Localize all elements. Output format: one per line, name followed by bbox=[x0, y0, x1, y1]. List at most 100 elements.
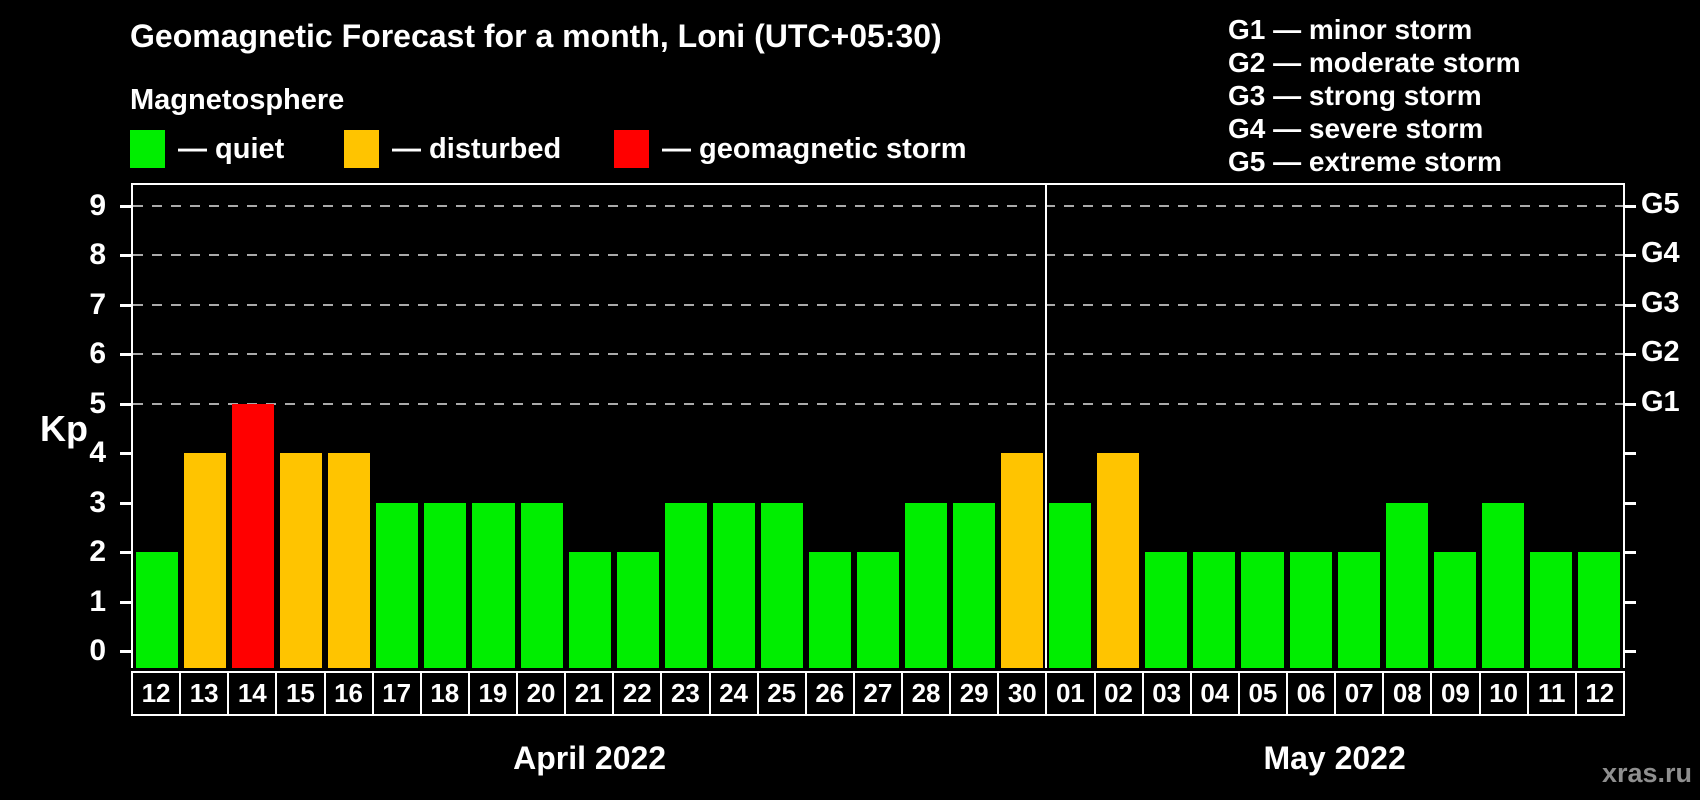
kp-bar bbox=[1385, 502, 1428, 668]
month-separator bbox=[1045, 185, 1048, 668]
kp-bar bbox=[1001, 453, 1044, 668]
date-cell: 12 bbox=[1585, 678, 1615, 708]
date-cell: 19 bbox=[470, 673, 518, 714]
left-tick bbox=[120, 204, 131, 208]
kp-bar bbox=[1529, 552, 1572, 668]
right-tick bbox=[1625, 303, 1636, 307]
date-cell: 27 bbox=[855, 673, 903, 714]
legend-label: — geomagnetic storm bbox=[662, 133, 967, 165]
date-cell: 20 bbox=[518, 673, 567, 714]
y-tick-label: 0 bbox=[89, 634, 106, 667]
y-tick-label: 5 bbox=[89, 386, 106, 420]
g-legend-line: G2 — moderate storm bbox=[1228, 47, 1521, 78]
quiet-swatch-icon bbox=[130, 130, 165, 168]
month-label-april: April 2022 bbox=[513, 740, 667, 776]
date-cell: 22 bbox=[614, 673, 663, 714]
y-tick-label: 9 bbox=[89, 188, 106, 222]
right-tick bbox=[1625, 501, 1636, 505]
date-cell: 15 bbox=[277, 673, 326, 714]
left-tick bbox=[120, 501, 131, 505]
date-cell: 29 bbox=[951, 673, 1000, 714]
gridline-kp5 bbox=[133, 402, 1623, 405]
left-tick bbox=[120, 303, 131, 307]
y-tick-label: 1 bbox=[89, 584, 106, 618]
kp-bar bbox=[1049, 502, 1092, 668]
date-cell: 26 bbox=[807, 673, 855, 714]
date-cell: 23 bbox=[662, 673, 711, 714]
g-legend-line: G3 — strong storm bbox=[1228, 80, 1482, 111]
left-tick bbox=[120, 353, 131, 356]
disturbed-swatch-icon bbox=[344, 130, 379, 168]
date-cell: 04 bbox=[1192, 673, 1240, 714]
left-tick bbox=[120, 600, 131, 604]
right-tick bbox=[1625, 650, 1636, 653]
kp-bar bbox=[232, 403, 275, 668]
y-tick-label: 8 bbox=[89, 238, 106, 271]
gridline-kp6 bbox=[133, 353, 1623, 355]
date-cell: 03 bbox=[1144, 673, 1192, 714]
y-tick-label: 2 bbox=[89, 535, 106, 568]
right-tick bbox=[1625, 353, 1636, 356]
left-tick bbox=[120, 402, 131, 406]
right-tick bbox=[1625, 204, 1636, 208]
month-label-may: May 2022 bbox=[1263, 740, 1406, 776]
y-tick-label: 7 bbox=[89, 287, 106, 321]
left-tick bbox=[120, 254, 131, 257]
date-cell: 09 bbox=[1432, 673, 1481, 714]
kp-bar bbox=[1193, 552, 1236, 668]
date-cell: 30 bbox=[999, 673, 1048, 714]
right-tick bbox=[1625, 551, 1636, 554]
date-axis: 12 13 14 15 16 17 18 19 20 21 22 23 24 25 26 27 28 29 30 01… bbox=[131, 671, 1625, 716]
kp-bar bbox=[328, 453, 371, 668]
watermark: xras.ru bbox=[1601, 758, 1692, 788]
kp-bar bbox=[905, 502, 948, 668]
right-tick bbox=[1625, 600, 1636, 604]
kp-bar bbox=[1481, 502, 1524, 668]
right-tick bbox=[1625, 452, 1636, 455]
legend-item-quiet: — quiet bbox=[130, 130, 284, 168]
legend-label: — quiet bbox=[178, 133, 285, 165]
legend-label: — disturbed bbox=[392, 133, 562, 165]
date-cell: 05 bbox=[1240, 673, 1288, 714]
kp-bar bbox=[136, 552, 179, 668]
date-cell: 06 bbox=[1288, 673, 1337, 714]
date-cell: 21 bbox=[566, 673, 615, 714]
kp-bar bbox=[1433, 552, 1476, 668]
kp-bar bbox=[1577, 552, 1620, 668]
left-tick bbox=[120, 650, 131, 653]
y-tick-label: 6 bbox=[89, 337, 106, 370]
right-tick bbox=[1625, 402, 1636, 406]
kp-bar bbox=[712, 502, 755, 668]
date-cell: 10 bbox=[1481, 673, 1529, 714]
left-tick bbox=[120, 551, 131, 554]
date-cell: 16 bbox=[326, 673, 374, 714]
date-cell: 02 bbox=[1096, 673, 1144, 714]
legend-item-storm: — geomagnetic storm bbox=[614, 130, 967, 168]
legend-item-disturbed: — disturbed bbox=[344, 130, 561, 168]
kp-bar bbox=[953, 502, 996, 668]
right-tick bbox=[1625, 254, 1636, 257]
kp-bar bbox=[856, 552, 900, 668]
kp-bar bbox=[616, 552, 659, 668]
gridline-kp7 bbox=[133, 303, 1623, 306]
date-cell: 01 bbox=[1047, 673, 1096, 714]
kp-bar bbox=[1337, 552, 1380, 668]
g-level-label: G2 bbox=[1641, 336, 1680, 368]
kp-bar bbox=[1145, 552, 1188, 668]
magnetosphere-label: Magnetosphere bbox=[130, 84, 345, 116]
kp-bar bbox=[472, 502, 515, 668]
date-cell: 25 bbox=[759, 673, 807, 714]
g-scale-legend: G1 — minor storm G2 — moderate storm G3 — … bbox=[1228, 13, 1521, 178]
y-tick-label: 4 bbox=[89, 436, 106, 469]
gridline-kp8 bbox=[133, 254, 1623, 256]
date-cell: 18 bbox=[422, 673, 470, 714]
kp-bar bbox=[808, 552, 851, 668]
storm-swatch-icon bbox=[614, 130, 649, 168]
date-cell: 08 bbox=[1384, 673, 1433, 714]
kp-bar bbox=[1289, 552, 1332, 668]
date-cell: 07 bbox=[1336, 673, 1385, 714]
kp-bar bbox=[1241, 552, 1284, 668]
date-cell: 11 bbox=[1529, 673, 1577, 714]
kp-bar bbox=[424, 502, 467, 668]
